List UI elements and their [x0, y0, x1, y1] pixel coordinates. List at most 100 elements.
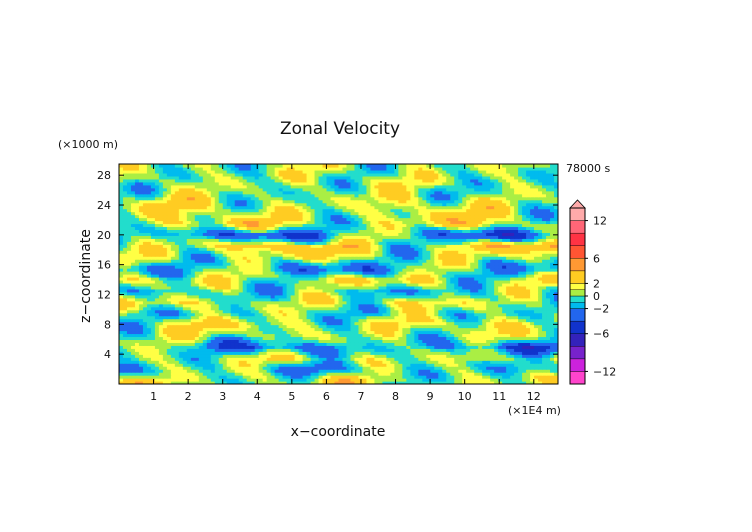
- heatmap-cell: [534, 300, 539, 305]
- heatmap-cell: [326, 288, 332, 293]
- heatmap-cell: [438, 315, 443, 320]
- heatmap-cell: [386, 306, 391, 311]
- heatmap-cell: [478, 276, 483, 281]
- heatmap-cell: [374, 345, 380, 349]
- heatmap-cell: [198, 366, 204, 370]
- heatmap-cell: [434, 306, 439, 311]
- heatmap-cell: [470, 250, 475, 254]
- heatmap-cell: [370, 336, 376, 340]
- heatmap-cell: [154, 357, 160, 361]
- heatmap-cell: [442, 250, 447, 254]
- heatmap-cell: [226, 288, 232, 293]
- heatmap-cell: [334, 300, 340, 305]
- heatmap-cell: [478, 342, 483, 346]
- heatmap-cell: [538, 318, 543, 323]
- heatmap-cell: [402, 274, 407, 278]
- heatmap-cell: [278, 247, 284, 251]
- heatmap-cell: [514, 348, 519, 352]
- heatmap-cell: [158, 300, 164, 305]
- heatmap-cell: [198, 318, 204, 323]
- heatmap-cell: [454, 369, 459, 373]
- heatmap-cell: [474, 250, 479, 254]
- heatmap-cell: [466, 333, 471, 338]
- heatmap-cell: [490, 297, 495, 302]
- heatmap-cell: [194, 265, 200, 269]
- heatmap-cell: [426, 271, 431, 275]
- heatmap-cell: [418, 348, 423, 352]
- heatmap-cell: [342, 285, 348, 290]
- heatmap-cell: [442, 369, 447, 373]
- heatmap-cell: [250, 276, 256, 281]
- heatmap-cell: [194, 285, 200, 290]
- heatmap-cell: [350, 369, 356, 373]
- heatmap-cell: [138, 247, 144, 251]
- heatmap-cell: [246, 357, 252, 361]
- heatmap-cell: [310, 250, 316, 254]
- heatmap-cell: [166, 312, 172, 317]
- heatmap-cell: [410, 253, 415, 257]
- heatmap-cell: [294, 279, 300, 284]
- heatmap-cell: [198, 262, 204, 266]
- heatmap-cell: [410, 339, 415, 343]
- heatmap-cell: [346, 294, 352, 299]
- heatmap-cell: [410, 312, 415, 317]
- heatmap-cell: [402, 259, 407, 263]
- heatmap-cell: [218, 366, 224, 370]
- heatmap-cell: [438, 357, 443, 361]
- heatmap-cell: [354, 342, 360, 346]
- heatmap-cell: [318, 369, 324, 373]
- heatmap-cell: [482, 321, 487, 326]
- heatmap-cell: [150, 276, 156, 281]
- heatmap-cell: [362, 375, 368, 379]
- heatmap-cell: [418, 250, 423, 254]
- heatmap-cell: [322, 294, 328, 299]
- heatmap-cell: [490, 333, 495, 338]
- heatmap-cell: [198, 285, 204, 290]
- heatmap-cell: [134, 381, 140, 384]
- heatmap-cell: [554, 342, 558, 346]
- heatmap-cell: [358, 294, 364, 299]
- heatmap-cell: [510, 256, 515, 260]
- heatmap-cell: [230, 271, 236, 275]
- heatmap-cell: [366, 369, 372, 373]
- heatmap-cell: [290, 247, 296, 251]
- heatmap-cell: [534, 318, 539, 323]
- heatmap-cell: [346, 300, 352, 305]
- heatmap-cell: [154, 256, 160, 260]
- heatmap-cell: [290, 372, 296, 376]
- heatmap-cell: [194, 369, 200, 373]
- heatmap-cell: [370, 348, 376, 352]
- heatmap-cell: [198, 375, 204, 379]
- heatmap-cell: [366, 354, 372, 358]
- heatmap-cell: [262, 300, 268, 305]
- heatmap-cell: [502, 282, 507, 287]
- heatmap-cell: [338, 294, 344, 299]
- heatmap-cell: [234, 345, 240, 349]
- heatmap-cell: [414, 271, 419, 275]
- heatmap-cell: [370, 330, 376, 335]
- heatmap-cell: [342, 300, 348, 305]
- heatmap-cell: [119, 262, 124, 266]
- heatmap-cell: [466, 271, 471, 275]
- heatmap-cell: [174, 315, 180, 320]
- heatmap-cell: [406, 274, 411, 278]
- heatmap-cell: [546, 351, 551, 355]
- heatmap-cell: [302, 369, 308, 373]
- heatmap-cell: [542, 348, 547, 352]
- heatmap-cell: [162, 303, 168, 308]
- heatmap-cell: [350, 309, 356, 314]
- heatmap-cell: [382, 306, 387, 311]
- heatmap-cell: [306, 354, 312, 358]
- heatmap-cell: [142, 330, 148, 335]
- heatmap-cell: [506, 312, 511, 317]
- heatmap-cell: [498, 360, 503, 364]
- heatmap-cell: [466, 306, 471, 311]
- heatmap-cell: [514, 327, 519, 332]
- heatmap-cell: [186, 354, 192, 358]
- heatmap-cell: [178, 250, 184, 254]
- heatmap-cell: [350, 381, 356, 384]
- heatmap-cell: [522, 268, 527, 272]
- heatmap-cell: [170, 354, 176, 358]
- heatmap-cell: [394, 366, 399, 370]
- heatmap-cell: [238, 268, 244, 272]
